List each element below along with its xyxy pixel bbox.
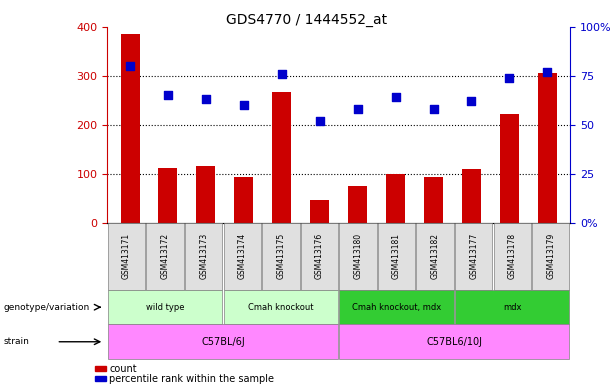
Bar — [121, 34, 140, 223]
Point — [466, 98, 476, 104]
Text: GSM413181: GSM413181 — [392, 233, 401, 279]
Bar — [348, 186, 367, 223]
Bar — [424, 177, 443, 223]
Point — [543, 69, 552, 75]
Point — [163, 92, 173, 98]
Bar — [272, 91, 291, 223]
Text: mdx: mdx — [503, 303, 522, 312]
Bar — [538, 73, 557, 223]
Text: GSM413172: GSM413172 — [161, 233, 170, 280]
Text: GSM413173: GSM413173 — [199, 233, 208, 280]
Point — [201, 96, 211, 103]
Bar — [159, 168, 177, 223]
Bar — [310, 200, 329, 223]
Text: GSM413182: GSM413182 — [430, 233, 440, 279]
Text: GSM413178: GSM413178 — [508, 233, 517, 280]
Text: GSM413175: GSM413175 — [276, 233, 285, 280]
Text: GDS4770 / 1444552_at: GDS4770 / 1444552_at — [226, 13, 387, 27]
Text: Cmah knockout, mdx: Cmah knockout, mdx — [352, 303, 441, 312]
Text: GSM413174: GSM413174 — [238, 233, 247, 280]
Bar — [462, 169, 481, 223]
Bar — [386, 174, 405, 223]
Text: GSM413180: GSM413180 — [354, 233, 362, 280]
Point — [504, 75, 514, 81]
Text: C57BL6/10J: C57BL6/10J — [427, 337, 482, 347]
Text: GSM413176: GSM413176 — [315, 233, 324, 280]
Bar — [234, 177, 253, 223]
Text: C57BL/6J: C57BL/6J — [201, 337, 245, 347]
Bar — [500, 114, 519, 223]
Text: GSM413177: GSM413177 — [469, 233, 478, 280]
Point — [352, 106, 362, 112]
Text: genotype/variation: genotype/variation — [3, 303, 89, 312]
Point — [277, 71, 287, 77]
Point — [390, 94, 400, 101]
Text: GSM413179: GSM413179 — [546, 233, 555, 280]
Point — [125, 63, 135, 69]
Point — [239, 102, 249, 108]
Text: GSM413171: GSM413171 — [122, 233, 131, 280]
Text: Cmah knockout: Cmah knockout — [248, 303, 314, 312]
Bar — [196, 166, 215, 223]
Point — [315, 118, 325, 124]
Text: percentile rank within the sample: percentile rank within the sample — [109, 374, 274, 384]
Text: wild type: wild type — [146, 303, 185, 312]
Point — [428, 106, 438, 112]
Text: count: count — [109, 364, 137, 374]
Text: strain: strain — [3, 337, 29, 346]
